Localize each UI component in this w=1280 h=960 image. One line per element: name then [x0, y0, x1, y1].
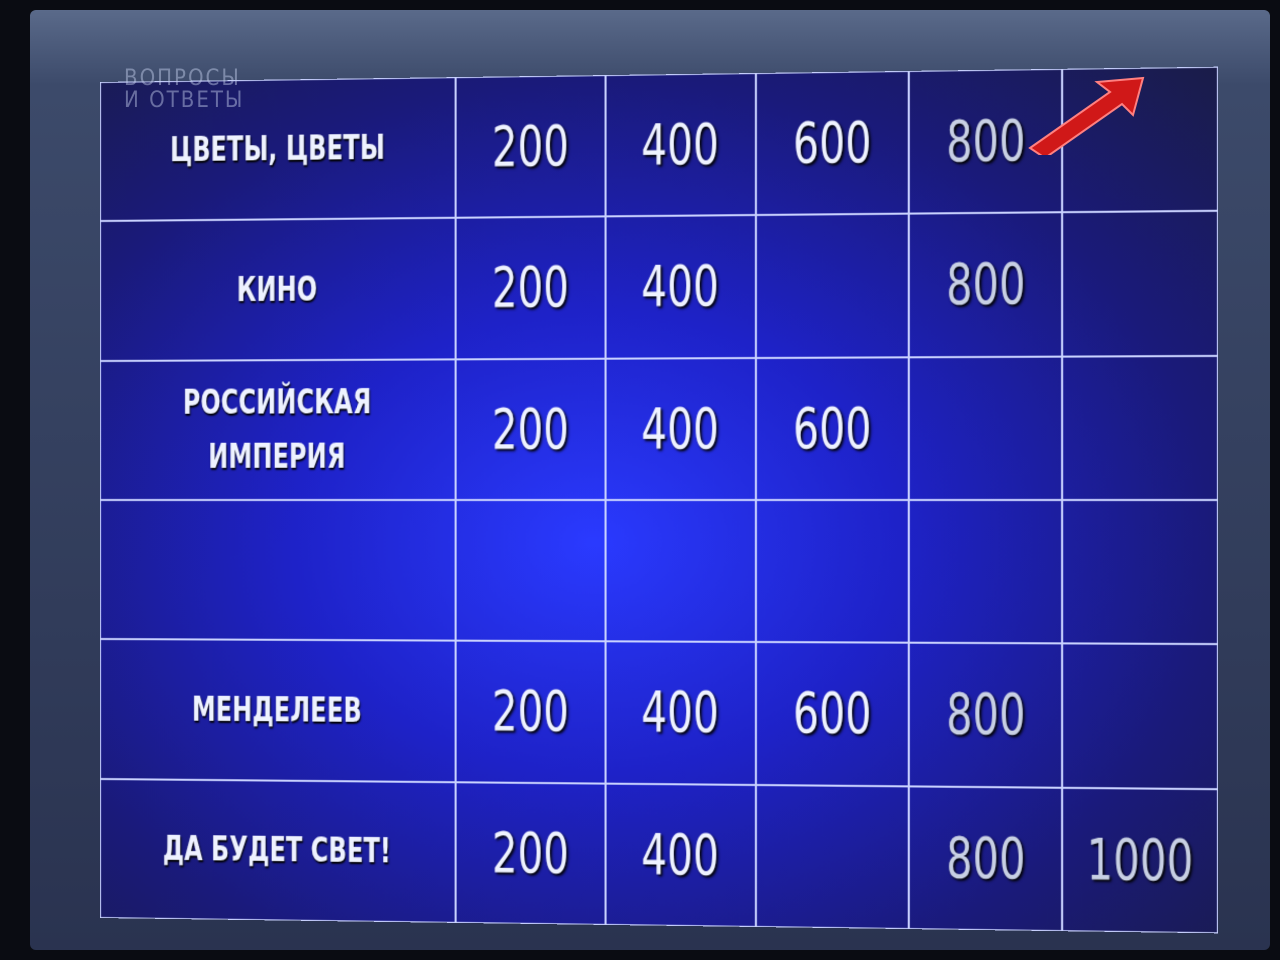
question-cell[interactable]: 400: [605, 73, 757, 217]
point-value: 800: [945, 681, 1026, 749]
point-value: 200: [491, 113, 569, 181]
empty-cell: [605, 499, 757, 643]
red-arrow-pointer-icon: [1028, 76, 1145, 155]
category-cell: МЕНДЕЛЕЕВ: [100, 639, 456, 782]
question-cell[interactable]: 800: [908, 786, 1063, 932]
question-cell[interactable]: 400: [605, 357, 757, 500]
empty-cell: [1062, 499, 1219, 645]
question-cell[interactable]: 200: [455, 216, 606, 360]
logo-line-1: ВОПРОСЫ: [124, 66, 241, 91]
question-cell[interactable]: 400: [605, 641, 757, 785]
empty-cell: [756, 499, 909, 644]
question-cell[interactable]: 200: [455, 358, 606, 500]
point-value: 800: [945, 824, 1026, 893]
point-value: 600: [792, 395, 872, 462]
point-value: 800: [945, 107, 1026, 176]
point-value: 200: [491, 396, 569, 463]
point-value: 400: [641, 679, 720, 747]
point-value: 400: [641, 821, 720, 889]
question-cell[interactable]: 800: [908, 212, 1063, 357]
category-label: КИНО: [236, 269, 318, 310]
empty-cell: [1062, 355, 1219, 500]
channel-logo: ВОПРОСЫ И ОТВЕТЫ: [124, 68, 244, 112]
category-label: МЕНДЕЛЕЕВ: [192, 689, 362, 731]
point-value: 400: [641, 395, 720, 463]
category-label: ДА БУДЕТ СВЕТ!: [163, 828, 392, 872]
empty-cell: [1062, 643, 1219, 789]
game-board: ЦВЕТЫ, ЦВЕТЫ 200 400 600 800 КИНО 200 400 800 РОС…: [100, 66, 1219, 934]
empty-cell: [756, 784, 909, 930]
point-value: 400: [641, 111, 720, 179]
question-cell[interactable]: 200: [455, 781, 606, 925]
category-label: ЦВЕТЫ, ЦВЕТЫ: [169, 128, 385, 171]
question-cell[interactable]: 600: [756, 356, 909, 500]
point-value: 200: [491, 819, 569, 887]
point-value: 200: [491, 678, 569, 746]
question-cell[interactable]: 1000: [1062, 787, 1219, 934]
point-value: 1000: [1086, 826, 1194, 895]
point-value: 800: [945, 251, 1026, 319]
category-label: РОССИЙСКАЯ ИМПЕРИЯ: [182, 381, 372, 478]
question-cell[interactable]: 200: [455, 75, 606, 219]
category-cell: КИНО: [100, 218, 456, 361]
question-cell[interactable]: 800: [908, 643, 1063, 788]
empty-cell: [1062, 211, 1219, 357]
point-value: 200: [491, 254, 569, 322]
question-cell[interactable]: 600: [756, 642, 909, 787]
question-cell[interactable]: 600: [756, 70, 909, 216]
question-cell[interactable]: 400: [605, 783, 757, 927]
empty-cell: [756, 213, 909, 358]
logo-line-2: И ОТВЕТЫ: [124, 88, 245, 113]
question-cell[interactable]: 400: [605, 215, 757, 359]
point-value: 600: [792, 109, 872, 177]
category-cell: ДА БУДЕТ СВЕТ!: [100, 778, 456, 923]
point-value: 400: [641, 253, 720, 321]
question-cell[interactable]: 200: [455, 640, 606, 784]
empty-cell: [908, 356, 1063, 500]
empty-cell: [908, 499, 1063, 644]
category-cell: [100, 499, 456, 641]
category-cell: РОССИЙСКАЯ ИМПЕРИЯ: [100, 359, 456, 500]
empty-cell: [455, 499, 606, 642]
point-value: 600: [792, 680, 872, 748]
